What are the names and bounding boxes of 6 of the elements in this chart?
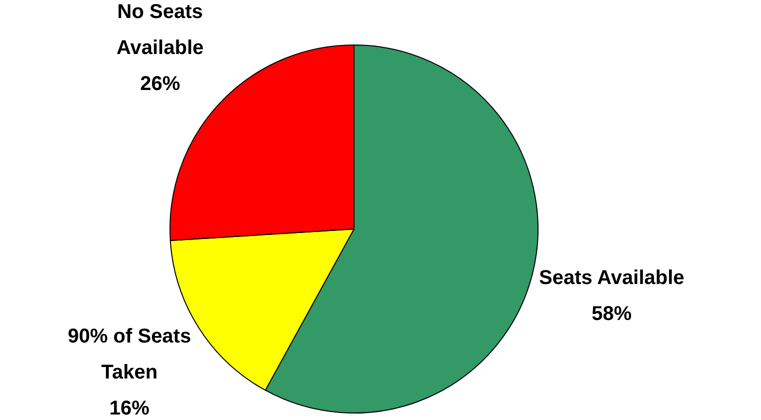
data-label: 58% [592, 303, 632, 326]
data-label: 16% [109, 398, 150, 420]
data-label: 26% [140, 72, 180, 95]
slice-label: Seats Available [539, 267, 684, 290]
slice-label: 90% of Seats Taken [68, 326, 192, 384]
slice-label: No Seats Available [116, 0, 204, 59]
